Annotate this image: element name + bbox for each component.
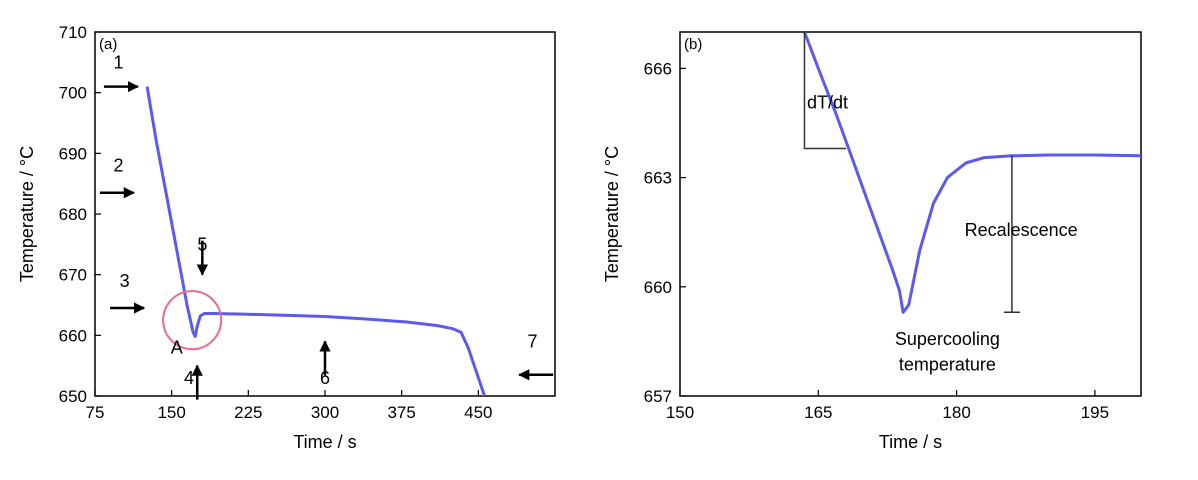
y-tick-label: 663 xyxy=(644,169,672,188)
y-tick-label: 660 xyxy=(644,278,672,297)
annotation-label: dT/dt xyxy=(807,92,848,112)
x-tick-label: 195 xyxy=(1081,403,1109,422)
x-tick-label: 75 xyxy=(86,403,105,422)
y-tick-label: 700 xyxy=(59,84,87,103)
x-tick-label: 150 xyxy=(157,403,185,422)
y-axis-label: Temperature / °C xyxy=(602,146,622,282)
y-tick-label: 657 xyxy=(644,387,672,406)
y-tick-label: 670 xyxy=(59,266,87,285)
annotation-label: A xyxy=(171,338,183,358)
x-tick-label: 165 xyxy=(804,403,832,422)
series-line xyxy=(145,86,486,396)
x-axis-label: Time / s xyxy=(293,432,356,452)
x-tick-label: 180 xyxy=(942,403,970,422)
x-tick-label: 225 xyxy=(234,403,262,422)
y-tick-label: 666 xyxy=(644,59,672,78)
annotation-label: 7 xyxy=(528,331,538,351)
x-tick-label: 150 xyxy=(666,403,694,422)
slope-triangle xyxy=(803,32,846,150)
series-line xyxy=(803,32,1141,314)
annotation-label: Supercooling xyxy=(895,329,1000,349)
annotation-label: 5 xyxy=(197,234,207,254)
y-tick-label: 660 xyxy=(59,326,87,345)
y-tick-label: 680 xyxy=(59,205,87,224)
y-axis-label: Temperature / °C xyxy=(17,146,37,282)
x-axis-label: Time / s xyxy=(879,432,942,452)
highlight-circle xyxy=(162,290,223,351)
annotation-label: temperature xyxy=(899,355,996,375)
annotation-label: 1 xyxy=(114,52,124,72)
y-tick-label: 710 xyxy=(59,23,87,42)
annotation-label: Recalescence xyxy=(965,220,1078,240)
x-tick-label: 450 xyxy=(464,403,492,422)
annotation-label: 2 xyxy=(114,156,124,176)
panel-label: (b) xyxy=(684,36,702,53)
plot-frame xyxy=(679,31,1142,397)
panel-label: (a) xyxy=(99,36,117,53)
x-tick-label: 375 xyxy=(387,403,415,422)
x-tick-label: 300 xyxy=(311,403,339,422)
annotation-label: 6 xyxy=(320,368,330,388)
y-tick-label: 650 xyxy=(59,387,87,406)
annotation-label: 4 xyxy=(184,368,194,388)
annotation-label: 3 xyxy=(120,271,130,291)
y-tick-label: 690 xyxy=(59,144,87,163)
